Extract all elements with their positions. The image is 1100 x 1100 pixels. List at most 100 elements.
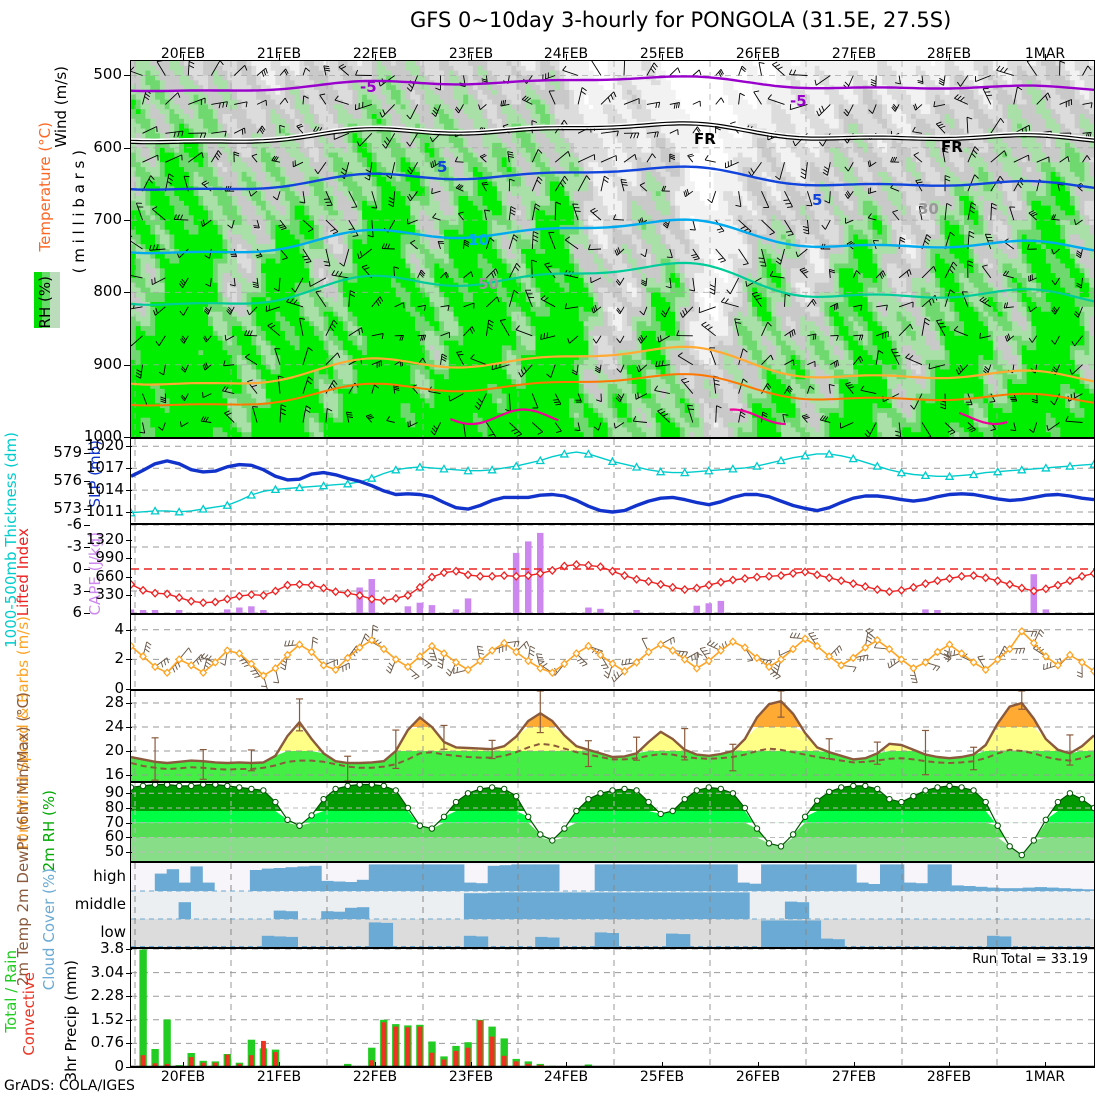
main-y-tick-mark: [124, 364, 131, 366]
time-axis-label-bottom: 21FEB: [256, 1069, 302, 1085]
y-tick-mark: [84, 613, 90, 614]
time-axis-label-top: 27FEB: [824, 46, 884, 62]
y-tick-label: 1014: [85, 480, 124, 499]
y-tick-label: 60: [104, 827, 124, 846]
y-tick-mark: [126, 1043, 132, 1045]
precip-plot: [131, 949, 1094, 1067]
y-tick-mark: [126, 837, 132, 839]
y-tick-label: 579: [53, 443, 82, 461]
cloud-row-label-high: high: [93, 867, 126, 885]
precip-total-label: Total / Rain: [2, 950, 20, 1033]
time-axis-label-bottom: 1MAR: [1024, 1069, 1066, 1085]
y-tick-label: 28: [104, 693, 124, 711]
lifted-index-axis-label: Lifted Index: [14, 528, 32, 617]
time-axis-label-bottom: 26FEB: [735, 1069, 781, 1085]
y-tick-label: 0: [114, 679, 124, 697]
temp2m-axis-label: 2m Temp 2m DewPt (6hr Min/Max) (°C): [14, 692, 32, 987]
lifted-index-cape-panel[interactable]: [130, 524, 1095, 614]
y-tick-label: 1.52: [90, 1009, 124, 1028]
y-tick-mark: [126, 972, 132, 974]
y-tick-mark: [126, 468, 132, 470]
time-axis-label-bottom: 28FEB: [926, 1069, 972, 1085]
y-tick-label: 1020: [85, 436, 124, 455]
time-tick-mark: [183, 54, 184, 60]
y-tick-mark: [126, 727, 132, 728]
y-tick-mark: [126, 1067, 132, 1068]
cloud-axis-label: Cloud Cover (%): [40, 868, 58, 991]
y-tick-mark: [126, 703, 132, 704]
time-axis-label-bottom: 27FEB: [831, 1069, 877, 1085]
y-tick-label: 990: [95, 548, 124, 567]
y-tick-label: 50: [104, 842, 124, 861]
main-axis-wind-label: Wind (m/s): [52, 66, 70, 148]
y-tick-label: 90: [104, 783, 124, 802]
y-tick-mark: [126, 594, 132, 596]
time-tick-mark: [949, 1062, 950, 1068]
y-tick-label: 2: [114, 649, 124, 668]
y-tick-label: 573: [53, 499, 82, 517]
main-y-tick-mark: [124, 292, 131, 294]
y-tick-label: 24: [104, 717, 124, 735]
time-tick-mark: [279, 1062, 280, 1068]
precip-convective-label: Convective: [20, 972, 38, 1056]
main-y-tick-mark: [124, 147, 131, 149]
rh-legend-swatch: [34, 272, 60, 328]
y-tick-mark: [84, 569, 90, 570]
y-tick-label: 576: [53, 471, 82, 489]
main-y-tick-mark: [124, 437, 131, 438]
rh2m-axis-label: 2m RH (%): [40, 790, 58, 872]
y-tick-label: 0: [114, 1057, 124, 1075]
wind10m-panel[interactable]: [130, 614, 1095, 690]
y-tick-mark: [126, 558, 132, 560]
time-tick-mark: [854, 54, 855, 60]
precip-panel[interactable]: Run Total = 33.19: [130, 948, 1095, 1068]
time-tick-mark: [949, 54, 950, 60]
main-y-tick-label: 800: [93, 282, 122, 301]
lifted-index-cape-plot: [131, 525, 1094, 613]
time-axis-label-top: 21FEB: [249, 46, 309, 62]
time-axis-label-top: 22FEB: [345, 46, 405, 62]
y-tick-label: 0.76: [90, 1033, 124, 1052]
temp2m-panel[interactable]: [130, 690, 1095, 782]
main-y-tick-label: 1000: [83, 427, 122, 445]
y-tick-label: 3: [72, 581, 82, 599]
y-tick-mark: [126, 852, 132, 854]
time-tick-mark: [279, 54, 280, 60]
rh2m-panel[interactable]: [130, 782, 1095, 862]
y-tick-mark: [126, 540, 132, 542]
time-axis-label-top: 28FEB: [919, 46, 979, 62]
y-tick-mark: [126, 793, 132, 795]
y-tick-mark: [84, 591, 90, 592]
cloud-cover-panel[interactable]: [130, 862, 1095, 948]
time-tick-mark: [1045, 54, 1046, 60]
main-y-tick-label: 600: [93, 137, 122, 156]
time-axis-label-top: 1MAR: [1015, 46, 1075, 62]
y-tick-label: 2.28: [90, 986, 124, 1005]
y-tick-label: 330: [95, 584, 124, 603]
time-tick-mark: [375, 1062, 376, 1068]
y-tick-label: -6: [67, 515, 82, 533]
y-tick-mark: [126, 822, 132, 824]
upper-air-cross-section-panel[interactable]: -5 -5 FR FR 5 5 30 10 50: [130, 60, 1095, 438]
time-axis-label-bottom: 23FEB: [448, 1069, 494, 1085]
y-tick-mark: [126, 949, 132, 950]
y-tick-label: 660: [95, 566, 124, 585]
time-axis-label-top: 26FEB: [728, 46, 788, 62]
slp-thickness-panel[interactable]: [130, 438, 1095, 524]
page-title: GFS 0~10day 3-hourly for PONGOLA (31.5E,…: [410, 8, 952, 32]
y-tick-label: 3.04: [90, 962, 124, 981]
y-tick-label: 80: [104, 798, 124, 817]
y-tick-label: 0: [72, 559, 82, 577]
time-tick-mark: [854, 1062, 855, 1068]
time-tick-mark: [758, 54, 759, 60]
time-tick-mark: [183, 1062, 184, 1068]
y-tick-mark: [126, 775, 132, 776]
time-axis-label-bottom: 25FEB: [639, 1069, 685, 1085]
cloud-row-label-low: low: [100, 923, 126, 941]
main-y-tick-label: 900: [93, 354, 122, 373]
y-tick-mark: [84, 547, 90, 548]
y-tick-mark: [84, 525, 90, 526]
main-y-tick-mark: [124, 75, 131, 77]
time-tick-mark: [566, 1062, 567, 1068]
